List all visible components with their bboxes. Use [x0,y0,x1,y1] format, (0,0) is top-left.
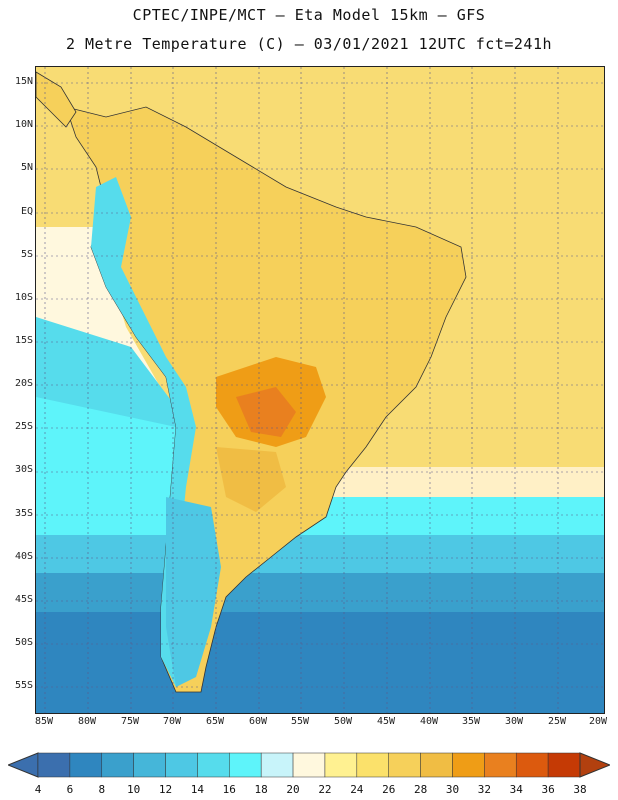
colorbar-tick-label: 38 [573,783,587,796]
ocean-cold-band-1 [36,573,604,613]
lat-label: 45S [14,594,33,605]
colorbar-swatch [260,752,294,778]
colorbar-tick-label: 32 [477,783,491,796]
map-canvas [36,67,604,713]
lon-label: 60W [248,716,268,727]
colorbar-swatch [292,752,326,778]
lat-label: 10S [14,292,33,303]
colorbar-swatch [452,752,485,778]
ocean-cold-band-2 [36,612,604,713]
map-title-line2: 2 Metre Temperature (C) – 03/01/2021 12U… [65,35,553,53]
colorbar-tick-label: 26 [382,783,396,796]
lat-label: 5S [20,249,33,260]
colorbar-swatch [133,752,166,778]
pacific-cool-region-2 [36,397,186,497]
warm-region-argentina [216,447,286,512]
lon-label: 80W [77,716,97,727]
lon-label: 20W [588,716,608,727]
lon-label: 30W [504,716,524,727]
lon-label: 65W [205,716,225,727]
colorbar-swatch [484,752,517,778]
colorbar-high-arrow [579,752,610,778]
lat-label: 55S [14,680,33,691]
lon-label: 70W [162,716,182,727]
colorbar-swatch [165,752,198,778]
colorbar-tick-label: 20 [286,783,300,796]
patagonia-cool-region [166,497,221,687]
colorbar-tick-label: 10 [127,783,141,796]
lon-label: 55W [290,716,310,727]
colorbar-swatch [547,752,581,778]
lat-label: 35S [14,508,33,519]
colorbar-tick-label: 24 [350,783,364,796]
hottest-region [236,387,296,437]
colorbar-swatch [101,752,134,778]
lat-label: 15S [14,335,33,346]
colorbar-swatch [515,752,549,778]
lat-label: 30S [14,464,33,475]
colorbar-tick-label: 18 [254,783,268,796]
colorbar-swatch [356,752,389,778]
lat-label: 40S [14,551,33,562]
colorbar-swatch [197,752,230,778]
map-title-line1: CPTEC/INPE/MCT – Eta Model 15km – GFS [132,6,486,24]
lat-label: 5N [20,162,33,173]
colorbar-swatch [69,752,103,778]
lon-label: 45W [376,716,396,727]
colorbar-tick-label: 28 [413,783,428,796]
lat-label: 20S [14,378,33,389]
lon-label: 75W [120,716,140,727]
lat-label: 25S [14,421,33,432]
lon-label: 25W [547,716,567,727]
colorbar-tick-label: 36 [541,783,555,796]
lon-label: 35W [461,716,481,727]
colorbar-tick-label: 16 [222,783,236,796]
colorbar-tick-label: 12 [158,783,173,796]
ocean-cool-band-2 [36,535,604,575]
colorbar-swatch [388,752,421,778]
colorbar [8,752,610,778]
lat-label: EQ [20,206,33,217]
colorbar-tick-label: 22 [318,783,332,796]
temperature-map [35,66,605,714]
colorbar-tick-label: 6 [66,783,74,796]
lon-label: 40W [419,716,439,727]
colorbar-swatch [420,752,453,778]
colorbar-swatch [37,752,71,778]
colorbar-tick-label: 4 [34,783,42,796]
colorbar-tick-label: 34 [509,783,523,796]
lat-label: 15N [14,76,33,87]
colorbar-tick-label: 30 [445,783,460,796]
colorbar-tick-label: 14 [190,783,205,796]
lat-label: 50S [14,637,33,648]
colorbar-swatch [324,752,358,778]
colorbar-low-arrow [8,752,39,778]
colorbar-swatch [229,752,262,778]
colorbar-tick-label: 8 [98,783,106,796]
central-america [36,71,77,128]
lat-label: 10N [14,119,33,130]
lon-label: 50W [333,716,353,727]
lon-label: 85W [34,716,54,727]
